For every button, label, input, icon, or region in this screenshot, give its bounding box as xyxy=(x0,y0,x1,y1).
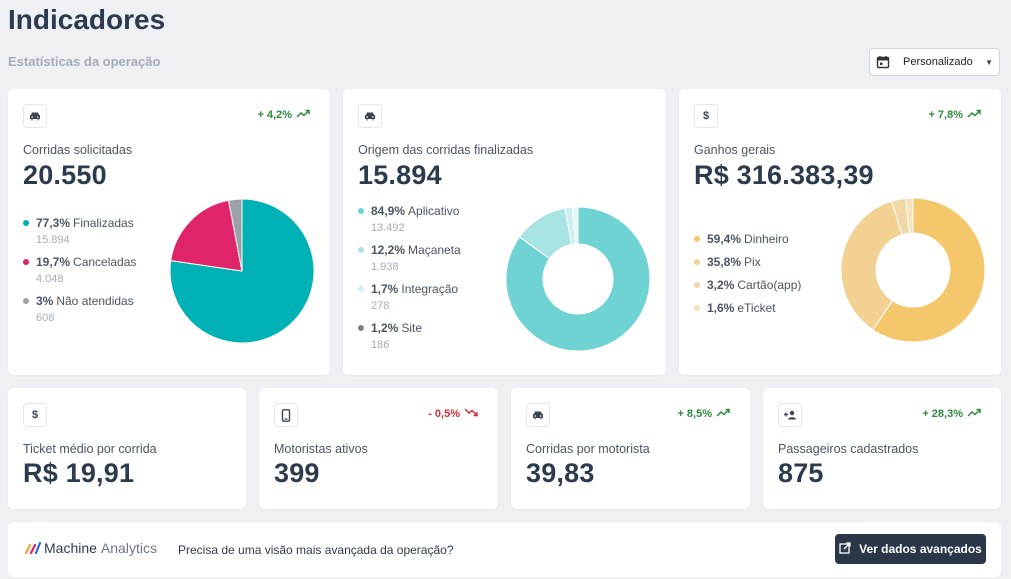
legend-item: 1,2% Site 186 xyxy=(358,321,461,351)
trending-up-icon xyxy=(967,109,981,121)
trend-badge: + 28,3% xyxy=(922,408,981,420)
pie-slice-eticket[interactable] xyxy=(905,197,914,234)
legend-dot xyxy=(694,236,700,242)
page-subtitle: Estatísticas da operação xyxy=(8,54,161,69)
period-select[interactable]: Personalizado ▼ xyxy=(869,48,1000,76)
legend-item: 1,6% eTicket xyxy=(694,301,801,315)
legend-dot xyxy=(358,208,364,214)
card-label: Origem das corridas finalizadas xyxy=(358,143,534,157)
legend-dot xyxy=(23,298,29,304)
legend-dot xyxy=(23,259,29,265)
legend-item: 35,8% Pix xyxy=(694,255,801,269)
trending-down-icon xyxy=(464,408,478,420)
legend-dot xyxy=(23,220,29,226)
legend-dot xyxy=(358,325,364,331)
pie-chart xyxy=(169,198,315,344)
legend-dot xyxy=(694,259,700,265)
legend: 59,4% Dinheiro 35,8% Pix 3,2% Cartão(app) 1… xyxy=(694,232,801,324)
promo-text: Precisa de uma visão mais avançada da op… xyxy=(178,543,454,557)
legend-dot xyxy=(358,247,364,253)
legend-item: 84,9% Aplicativo 13.492 xyxy=(358,204,461,234)
trend-badge: + 4,2% xyxy=(257,109,310,121)
car-icon xyxy=(526,403,550,427)
trend-badge: - 0,5% xyxy=(428,408,478,420)
users-icon xyxy=(778,403,802,427)
machine-analytics-logo: Machine Analytics xyxy=(24,540,157,556)
legend-item: 77,3% Finalizadas 15.894 xyxy=(23,216,136,246)
advanced-data-button[interactable]: Ver dados avançados xyxy=(835,534,986,564)
card-value: 875 xyxy=(778,458,824,488)
car-icon xyxy=(23,104,47,128)
card-ticket-medio: $ Ticket médio por corrida R$ 19,91 xyxy=(8,388,246,509)
legend-item: 3% Não atendidas 608 xyxy=(23,294,136,324)
legend: 77,3% Finalizadas 15.894 19,7% Canceladas 4.… xyxy=(23,216,136,333)
pie-slice-dinheiro[interactable] xyxy=(872,197,986,343)
calendar-icon xyxy=(876,55,890,69)
card-label: Corridas por motorista xyxy=(526,442,650,456)
card-corridas-por-motorista: + 8,5% Corridas por motorista 39,83 xyxy=(511,388,750,509)
donut-chart xyxy=(505,206,651,352)
card-label: Corridas solicitadas xyxy=(23,143,133,157)
pie-slice-pix[interactable] xyxy=(840,200,903,331)
promo-bar: Machine Analytics Precisa de uma visão ma… xyxy=(8,522,1001,577)
trending-up-icon xyxy=(296,109,310,121)
card-label: Ganhos gerais xyxy=(694,143,776,157)
card-ganhos-gerais: $ + 7,8% Ganhos gerais R$ 316.383,39 59,… xyxy=(679,89,1001,375)
card-motoristas-ativos: - 0,5% Motoristas ativos 399 xyxy=(259,388,498,509)
card-label: Ticket médio por corrida xyxy=(23,442,157,456)
card-corridas-solicitadas: + 4,2% Corridas solicitadas 20.550 77,3%… xyxy=(8,89,330,375)
legend-item: 3,2% Cartão(app) xyxy=(694,278,801,292)
legend-item: 1,7% Integração 278 xyxy=(358,282,461,312)
card-origem-corridas: Origem das corridas finalizadas 15.894 8… xyxy=(343,89,666,375)
card-value: R$ 19,91 xyxy=(23,458,135,488)
card-label: Passageiros cadastrados xyxy=(778,442,919,456)
trend-badge: + 8,5% xyxy=(677,408,730,420)
card-value: R$ 316.383,39 xyxy=(694,160,874,190)
trending-up-icon xyxy=(967,408,981,420)
legend-dot xyxy=(358,286,364,292)
legend-item: 59,4% Dinheiro xyxy=(694,232,801,246)
card-value: 20.550 xyxy=(23,160,107,190)
pie-slice-canceladas[interactable] xyxy=(170,199,243,272)
dollar-icon: $ xyxy=(23,403,47,427)
legend-dot xyxy=(694,305,700,311)
chevron-down-icon: ▼ xyxy=(985,57,993,67)
card-value: 15.894 xyxy=(358,160,442,190)
card-label: Motoristas ativos xyxy=(274,442,368,456)
car-icon xyxy=(358,104,382,128)
trend-badge: + 7,8% xyxy=(928,109,981,121)
period-label: Personalizado xyxy=(903,56,973,68)
external-link-icon xyxy=(839,541,851,557)
pie-slice-aplicativo[interactable] xyxy=(505,206,651,352)
card-passageiros-cadastrados: + 28,3% Passageiros cadastrados 875 xyxy=(763,388,1001,509)
legend-item: 19,7% Canceladas 4.048 xyxy=(23,255,136,285)
card-value: 39,83 xyxy=(526,458,595,488)
pie-slice-n-o-atendidas[interactable] xyxy=(227,198,243,272)
page-title: Indicadores xyxy=(8,4,166,35)
legend-dot xyxy=(694,282,700,288)
logo-icon xyxy=(24,541,42,555)
card-value: 399 xyxy=(274,458,320,488)
phone-icon xyxy=(274,403,298,427)
pie-slice-site[interactable] xyxy=(572,206,579,245)
trending-up-icon xyxy=(716,408,730,420)
legend-item: 12,2% Maçaneta 1.938 xyxy=(358,243,461,273)
donut-chart xyxy=(840,197,986,343)
legend: 84,9% Aplicativo 13.492 12,2% Maçaneta 1.938… xyxy=(358,204,461,360)
dollar-icon: $ xyxy=(694,104,718,128)
